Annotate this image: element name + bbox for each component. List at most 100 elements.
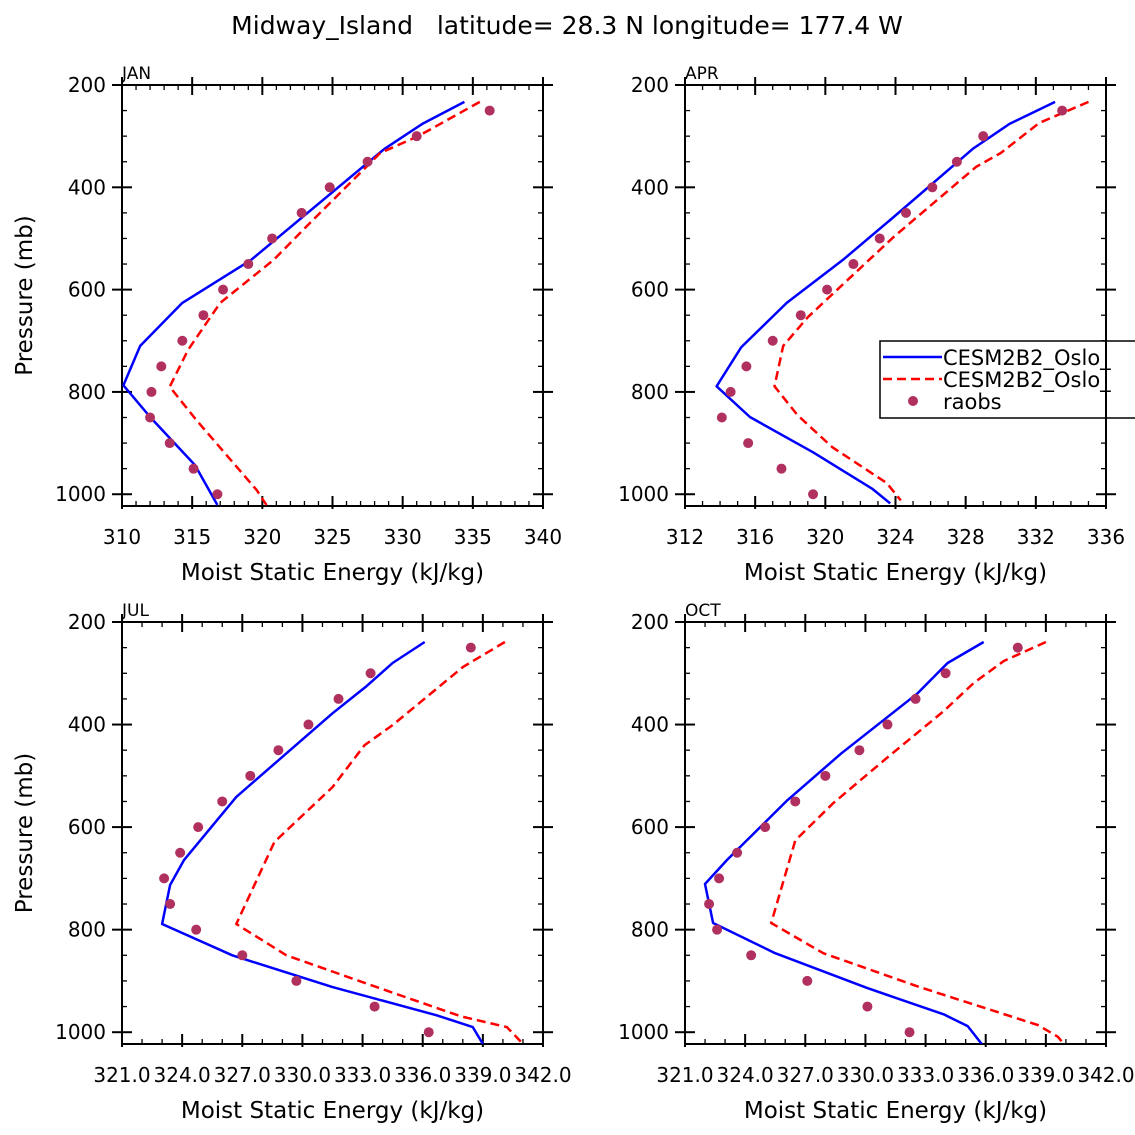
y-axis-label: Pressure (mb) [12, 215, 38, 375]
x-tick-label: 328 [947, 525, 985, 549]
raobs-point [411, 131, 422, 142]
x-axis-label: Moist Static Energy (kJ/kg) [181, 1098, 484, 1124]
x-tick-label: 327.0 [214, 1063, 271, 1087]
y-tick-label: 1000 [618, 482, 669, 506]
series-line-model-dashed [235, 640, 524, 1044]
y-tick-label: 600 [631, 278, 669, 302]
x-axis-label: Moist Static Energy (kJ/kg) [181, 560, 484, 586]
y-tick-label: 600 [631, 815, 669, 839]
raobs-point [365, 668, 376, 679]
raobs-point [218, 284, 229, 295]
raobs-point [333, 693, 344, 704]
raobs-point [156, 361, 167, 372]
x-tick-label: 336 [1087, 525, 1125, 549]
raobs-point [848, 259, 859, 270]
raobs-point [882, 719, 893, 730]
raobs-point [146, 386, 157, 397]
raobs-point [951, 156, 962, 167]
raobs-point [940, 668, 951, 679]
x-tick-label: 342.0 [1077, 1063, 1134, 1087]
x-tick-label: 330.0 [274, 1063, 331, 1087]
x-tick-label: 333.0 [897, 1063, 954, 1087]
raobs-point [874, 233, 885, 244]
x-axis-label: Moist Static Energy (kJ/kg) [744, 560, 1047, 586]
raobs-point [291, 975, 302, 986]
series-line-model-solid [122, 100, 465, 506]
legend-label: CESM2B2_Oslo_ [943, 346, 1111, 371]
raobs-point [808, 489, 819, 500]
raobs-point [324, 182, 335, 193]
raobs-point [760, 822, 771, 833]
raobs-point [217, 796, 228, 807]
series-line-model-solid [703, 640, 985, 1044]
y-tick-label: 800 [631, 380, 669, 404]
panel-apr: 312 316 320 324 328 332 336 200 400 600 800 1000 APR… [618, 64, 1125, 586]
raobs-point [790, 796, 801, 807]
raobs-point [145, 412, 156, 423]
x-axis-label: Moist Static Energy (kJ/kg) [744, 1098, 1047, 1124]
raobs-point [795, 310, 806, 321]
y-tick-label: 400 [68, 175, 106, 199]
x-tick-label: 332 [1017, 525, 1055, 549]
raobs-point [704, 899, 715, 910]
raobs-point [245, 770, 256, 781]
panel-label: JUL [121, 601, 149, 621]
x-tick-label: 327.0 [777, 1063, 834, 1087]
raobs-point [273, 745, 284, 756]
y-axis-label: Pressure (mb) [12, 753, 38, 913]
raobs-point [725, 386, 736, 397]
raobs-point [267, 233, 278, 244]
chart-title: Midway_Island latitude= 28.3 N longitude… [231, 11, 903, 40]
raobs-point [198, 310, 209, 321]
x-tick-label: 330 [384, 525, 422, 549]
raobs-point [776, 463, 787, 474]
plot-frame [121, 621, 544, 1045]
x-tick-label: 324.0 [717, 1063, 774, 1087]
panel-label: APR [685, 64, 719, 84]
raobs-point [927, 182, 938, 193]
y-tick-label: 600 [68, 278, 106, 302]
raobs-point [362, 156, 373, 167]
raobs-point [712, 924, 723, 935]
x-tick-label: 342.0 [514, 1063, 571, 1087]
series-line-model-solid [160, 640, 484, 1044]
raobs-point [159, 873, 170, 884]
raobs-point [854, 745, 865, 756]
y-tick-label: 800 [68, 918, 106, 942]
raobs-point [767, 335, 778, 346]
raobs-point [862, 1001, 873, 1012]
raobs-point [904, 1027, 915, 1038]
raobs-point [177, 335, 188, 346]
raobs-point [978, 131, 989, 142]
legend-label: raobs [943, 390, 1002, 414]
raobs-point [423, 1027, 434, 1038]
y-tick-label: 400 [68, 713, 106, 737]
raobs-point [369, 1001, 380, 1012]
y-tick-label: 1000 [55, 1020, 106, 1044]
raobs-point [716, 412, 727, 423]
data-area [122, 100, 495, 506]
raobs-point [714, 873, 725, 884]
panel-oct: 321.0 324.0 327.0 330.0 333.0 336.0 339.0 342.0… [618, 601, 1135, 1124]
raobs-point [164, 438, 175, 449]
y-tick-label: 200 [631, 610, 669, 634]
raobs-point [175, 847, 186, 858]
raobs-point [820, 770, 831, 781]
raobs-point [237, 950, 248, 961]
y-tick-label: 200 [68, 73, 106, 97]
legend: CESM2B2_Oslo_CESM2B2_Oslo_raobs [879, 340, 1135, 419]
x-tick-label: 325 [313, 525, 351, 549]
panel-jan: 310 315 320 325 330 335 340 200 400 600 800 1000 JAN… [12, 64, 562, 586]
panel-label: JAN [121, 64, 151, 84]
raobs-point [188, 463, 199, 474]
x-tick-label: 312 [666, 525, 704, 549]
raobs-point [165, 899, 176, 910]
raobs-point [822, 284, 833, 295]
x-tick-label: 336.0 [957, 1063, 1014, 1087]
y-tick-label: 1000 [55, 482, 106, 506]
x-tick-label: 320 [243, 525, 281, 549]
x-tick-label: 333.0 [334, 1063, 391, 1087]
raobs-point [802, 975, 813, 986]
series-line-model-dashed [769, 640, 1065, 1044]
x-tick-label: 339.0 [454, 1063, 511, 1087]
